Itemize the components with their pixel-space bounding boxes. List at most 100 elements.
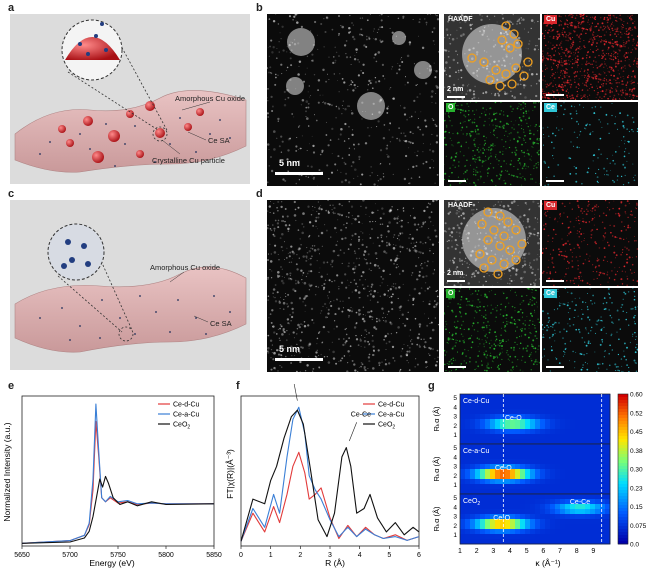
colorbar-cell xyxy=(618,463,628,467)
heat-cell xyxy=(465,429,471,435)
heat-cell xyxy=(510,539,516,545)
haadf-tag-d: HAADF xyxy=(448,202,473,209)
ce-map-d: Ce xyxy=(542,288,638,372)
heat-cell xyxy=(460,414,466,420)
heat-cell xyxy=(565,479,571,485)
heat-cell xyxy=(570,434,576,440)
colorbar-cell xyxy=(618,490,628,494)
heat-cell xyxy=(480,439,486,445)
heat-cell xyxy=(520,449,526,455)
row-ylabel-0: Rₖα (Å) xyxy=(432,406,441,432)
heat-cell xyxy=(495,439,501,445)
y-tick-label-2-0: 1 xyxy=(453,532,457,539)
heat-cell xyxy=(470,509,476,515)
atom-marker-7 xyxy=(483,235,493,245)
colorbar-cell xyxy=(618,400,628,404)
heat-cell xyxy=(500,414,506,420)
heat-cell xyxy=(510,529,516,535)
heat-cell xyxy=(590,434,596,440)
heat-cell xyxy=(475,474,481,480)
heat-cell xyxy=(515,539,521,545)
heat-cell xyxy=(500,399,506,405)
heat-cell xyxy=(480,469,486,475)
heat-cell xyxy=(515,409,521,415)
heat-cell xyxy=(600,469,606,475)
heat-cell xyxy=(460,484,466,490)
heat-cell xyxy=(585,429,591,435)
heat-cell xyxy=(470,539,476,545)
heat-cell xyxy=(475,479,481,485)
heat-cell xyxy=(470,489,476,495)
heat-cell xyxy=(600,454,606,460)
heat-cell xyxy=(460,534,466,540)
heat-cell xyxy=(535,444,541,450)
heat-cell xyxy=(595,454,601,460)
heat-cell xyxy=(585,534,591,540)
heat-cell xyxy=(505,494,511,500)
heat-cell xyxy=(525,419,531,425)
heat-cell xyxy=(605,469,611,475)
heat-cell xyxy=(550,509,556,515)
heat-cell xyxy=(585,399,591,405)
cu-scale-bar-d xyxy=(546,280,564,282)
heat-cell xyxy=(470,514,476,520)
scale-label-d: 5 nm xyxy=(279,344,301,354)
heat-cell xyxy=(580,499,586,505)
heat-cell xyxy=(555,524,561,530)
label-amorphous-cu-oxide-c: Amorphous Cu oxide xyxy=(150,263,220,272)
heat-cell xyxy=(605,504,611,510)
heat-cell xyxy=(480,534,486,540)
heat-cell xyxy=(580,424,586,430)
heat-cell xyxy=(600,409,606,415)
heat-cell xyxy=(575,504,581,510)
colorbar-cell xyxy=(618,415,628,419)
y-tick-label-0-3: 4 xyxy=(453,404,457,411)
heat-cell xyxy=(540,444,546,450)
heat-cell xyxy=(480,434,486,440)
heat-cell xyxy=(515,399,521,405)
row-label-0: Ce-d-Cu xyxy=(463,398,490,405)
heat-cell xyxy=(600,429,606,435)
heat-cell xyxy=(510,404,516,410)
colorbar-cell xyxy=(618,481,628,485)
heat-cell xyxy=(475,499,481,505)
heat-cell xyxy=(600,489,606,495)
heat-cell xyxy=(510,429,516,435)
x-tick-label-3: 5800 xyxy=(158,552,174,559)
particle-0 xyxy=(462,208,526,272)
heat-cell xyxy=(565,539,571,545)
heat-cell xyxy=(545,514,551,520)
heat-cell xyxy=(525,519,531,525)
inset-scale-bar-d xyxy=(447,280,465,282)
heat-cell xyxy=(505,394,511,400)
wavelet-row-Ce-d-Cu: Ce-d-Cu Ce-O 1 2 3 4 5 Rₖα (Å) xyxy=(432,393,611,445)
heat-cell xyxy=(520,489,526,495)
chart-e-xlabel: Energy (eV) xyxy=(89,558,135,568)
heat-cell xyxy=(460,474,466,480)
heat-cell xyxy=(495,504,501,510)
heat-cell xyxy=(485,484,491,490)
heat-cell xyxy=(515,439,521,445)
colorbar-cell xyxy=(618,445,628,449)
panel-letter-b: b xyxy=(256,2,263,14)
heat-cell xyxy=(605,489,611,495)
heat-cell xyxy=(565,504,571,510)
heat-cell xyxy=(555,444,561,450)
heat-cell xyxy=(590,444,596,450)
colorbar-tick-0: 0.60 xyxy=(630,392,643,399)
heat-cell xyxy=(600,539,606,545)
heat-cell xyxy=(475,419,481,425)
heat-cell xyxy=(595,469,601,475)
heat-cell xyxy=(510,454,516,460)
heat-cell xyxy=(600,474,606,480)
heat-cell xyxy=(605,394,611,400)
heat-cell xyxy=(510,534,516,540)
heat-cell xyxy=(600,419,606,425)
heat-cell xyxy=(550,524,556,530)
heat-cell xyxy=(570,529,576,535)
heat-cell xyxy=(460,454,466,460)
heat-cell xyxy=(550,529,556,535)
heat-cell xyxy=(605,439,611,445)
heat-cell xyxy=(465,509,471,515)
heat-cell xyxy=(520,434,526,440)
